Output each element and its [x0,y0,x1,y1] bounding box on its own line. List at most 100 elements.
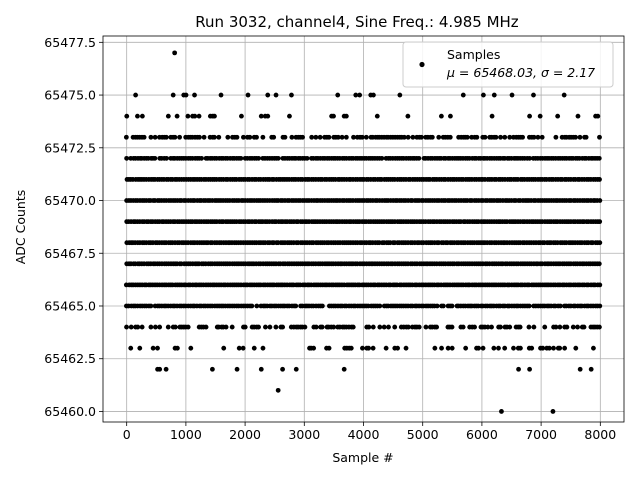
data-point [595,113,601,119]
data-point [597,240,603,246]
data-point [256,155,261,161]
data-point [370,324,376,330]
data-point [491,92,497,98]
data-point [302,324,308,330]
data-point [304,155,310,161]
data-point [139,324,145,330]
data-point [203,324,209,330]
data-point [537,113,543,119]
y-tick-label: 65472.5 [44,140,96,155]
data-point [177,134,183,140]
data-point [289,134,295,140]
data-point [317,134,323,140]
data-point [405,113,411,119]
data-point [155,345,160,351]
data-point [239,113,244,119]
x-tick-label: 8000 [584,427,616,442]
data-point [124,155,130,161]
data-point [343,113,349,119]
data-point [185,324,191,330]
y-tick-label: 65477.5 [44,35,96,50]
data-point [562,345,568,351]
data-point [221,345,227,351]
data-point [353,92,359,98]
data-point [241,134,246,140]
data-point [575,324,580,330]
x-tick-label: 2000 [229,427,261,442]
data-point [520,134,525,140]
data-point [165,113,171,119]
data-point [597,134,602,140]
data-point [445,345,451,351]
data-point [137,345,143,351]
data-point [234,366,240,372]
data-point [360,345,365,351]
data-point [183,92,189,98]
data-point [254,303,260,309]
data-point [498,324,503,330]
data-point [165,324,171,330]
data-point [509,92,515,98]
data-point [449,345,455,351]
data-point [531,324,537,330]
data-point [254,134,259,140]
data-point [377,303,383,309]
y-tick-label: 65462.5 [44,351,96,366]
data-point [564,324,570,330]
data-point [351,134,356,140]
y-tick-label: 65460.0 [44,404,96,419]
data-point [397,92,403,98]
data-point [591,345,596,351]
data-point [350,324,356,330]
data-point [577,366,583,372]
data-point [242,324,248,330]
data-point [464,134,470,140]
data-point [553,324,559,330]
data-point [275,387,281,393]
data-point [335,134,341,140]
data-point [575,113,581,119]
data-point [370,345,376,351]
data-point [199,155,204,161]
data-point [386,324,391,330]
data-point [489,324,494,330]
x-tick-label: 5000 [407,427,439,442]
data-point [531,134,537,140]
data-points [123,50,603,414]
data-point [229,324,235,330]
data-point [366,345,371,351]
data-point [535,134,541,140]
data-point [135,113,140,119]
data-point [148,134,154,140]
data-point [447,134,453,140]
data-point [164,155,169,161]
data-point [157,366,163,372]
data-point [319,303,325,309]
data-point [172,324,178,330]
data-point [416,155,422,161]
data-point [383,345,389,351]
data-point [482,134,488,140]
legend-stats-label: μ = 65468.03, σ = 2.17 [446,65,595,80]
data-point [410,134,416,140]
data-point [527,366,532,372]
data-point [392,324,398,330]
data-point [124,113,130,119]
data-point [377,324,383,330]
data-point [540,345,546,351]
data-point [493,134,499,140]
data-point [570,324,576,330]
data-point [124,324,129,330]
data-point [335,92,341,98]
chart-title: Run 3032, channel4, Sine Freq.: 4.985 MH… [195,13,519,31]
data-point [273,324,279,330]
data-point [148,324,154,330]
data-point [247,134,253,140]
data-point [216,134,222,140]
data-point [449,324,455,330]
data-point [448,113,453,119]
data-point [326,345,332,351]
x-tick-label: 4000 [348,427,380,442]
data-point [135,324,141,330]
data-point [527,155,532,161]
